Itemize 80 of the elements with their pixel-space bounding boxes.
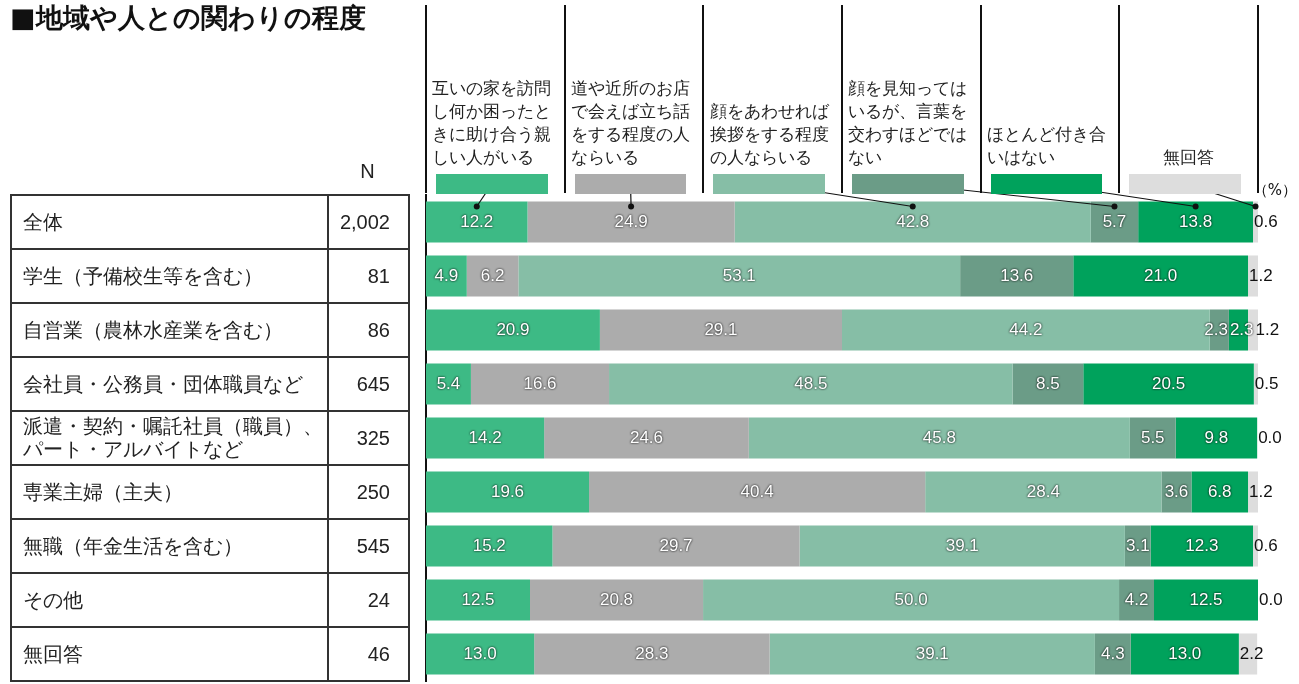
data-label: 39.1 (945, 535, 979, 555)
data-label: 29.1 (704, 319, 738, 339)
text: 46 (328, 627, 409, 681)
text: 24 (328, 573, 409, 627)
data-label: 28.3 (635, 643, 669, 663)
data-label: 24.9 (614, 211, 648, 231)
data-label: 13.0 (1168, 643, 1202, 663)
text: 325 (328, 411, 409, 465)
data-label: 1.2 (1249, 481, 1273, 501)
data-label: 20.9 (496, 319, 530, 339)
data-label: 40.4 (740, 481, 774, 501)
data-label: 12.5 (1189, 589, 1223, 609)
data-label: 28.4 (1026, 481, 1060, 501)
data-label: 15.2 (472, 535, 506, 555)
data-label: 14.2 (468, 427, 502, 447)
data-label: 0.6 (1254, 535, 1278, 555)
text: 250 (328, 465, 409, 519)
text: 互いの家を訪問し何か困ったときに助け合う親しい人がいる (432, 77, 553, 169)
data-label: 0.6 (1254, 211, 1278, 231)
text: ■地域や人との関わりの程度 (10, 2, 366, 34)
text: 2,002 (328, 195, 409, 249)
data-label: 13.8 (1179, 211, 1213, 231)
data-label: 9.8 (1204, 427, 1229, 447)
data-label: 5.5 (1140, 427, 1165, 447)
data-label: 6.8 (1207, 481, 1232, 501)
y-tick-label: 学生（予備校生等を含む） (11, 249, 328, 303)
y-tick-label: 全体 (11, 195, 328, 249)
data-label: 42.8 (896, 211, 930, 231)
data-label: 0.0 (1258, 427, 1282, 447)
data-label: 5.7 (1102, 211, 1127, 231)
text: 81 (328, 249, 409, 303)
data-label: 45.8 (922, 427, 956, 447)
data-label: 4.2 (1124, 589, 1149, 609)
text: 645 (328, 357, 409, 411)
data-label: 1.2 (1249, 265, 1273, 285)
data-label: 0.5 (1254, 373, 1279, 393)
data-label: 13.6 (1000, 265, 1034, 285)
data-label: 29.7 (659, 535, 693, 555)
y-tick-label: その他 (11, 573, 328, 627)
text: 顔をあわせれば挨拶をする程度の人ならいる (709, 100, 830, 169)
data-label: 48.5 (794, 373, 828, 393)
data-label: 13.0 (463, 643, 497, 663)
data-label: 19.6 (490, 481, 525, 501)
data-label: 6.2 (480, 265, 505, 285)
text: 545 (328, 519, 409, 573)
y-tick-label: 無職（年金生活を含む） (11, 519, 328, 573)
y-tick-label: 自営業（農林水産業を含む） (11, 303, 328, 357)
data-label: 12.3 (1185, 535, 1219, 555)
data-label: 5.4 (436, 373, 461, 393)
text: 道や近所のお店で会えば立ち話をする程度の人ならいる (570, 77, 691, 169)
x-axis-title: （%） (1252, 180, 1297, 199)
data-label: 4.9 (434, 265, 459, 285)
y-tick-label: 会社員・公務員・団体職員など (11, 357, 328, 411)
text: ほとんど付き合いはない (986, 123, 1107, 169)
data-label: 1.2 (1255, 319, 1280, 339)
text: 86 (328, 303, 409, 357)
y-tick-label: 派遣・契約・嘱託社員（職員）、パート・アルバイトなど (11, 411, 328, 465)
y-tick-label: 無回答 (11, 627, 328, 681)
data-label: 20.5 (1152, 373, 1186, 393)
data-label: 24.6 (629, 427, 664, 447)
data-label: 12.5 (461, 589, 495, 609)
data-label: 16.6 (523, 373, 557, 393)
data-label: 12.2 (460, 211, 494, 231)
data-label: 0.0 (1259, 589, 1283, 609)
y-tick-label: 専業主婦（主夫） (11, 465, 328, 519)
data-label: 8.5 (1036, 373, 1060, 393)
data-label: 21.0 (1144, 265, 1178, 285)
data-label: 2.3 (1204, 319, 1228, 339)
data-label: 44.2 (1009, 319, 1043, 339)
data-label: 50.0 (894, 589, 928, 609)
data-label: 20.8 (599, 589, 634, 609)
text: 顔を見知ってはいるが、言葉を交わすほどではない (848, 77, 969, 169)
data-label: 3.6 (1164, 481, 1189, 501)
data-label: 3.1 (1125, 535, 1150, 555)
data-label: 4.3 (1101, 643, 1125, 663)
text: N (359, 160, 376, 183)
text: 無回答 (1163, 146, 1215, 169)
data-label: 39.1 (915, 643, 949, 663)
data-label: 53.1 (722, 265, 756, 285)
data-label: 2.2 (1239, 643, 1264, 663)
